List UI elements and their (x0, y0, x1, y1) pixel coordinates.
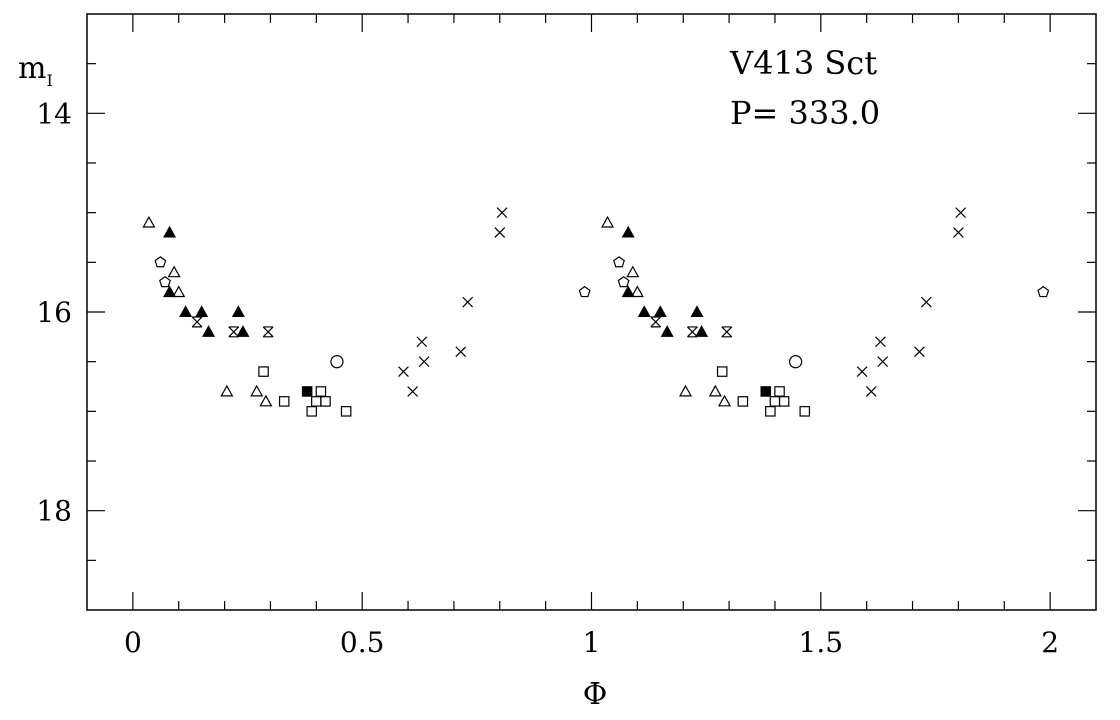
point-triangle-open (250, 384, 264, 397)
point-triangle-filled (695, 325, 709, 337)
point-circle-open (330, 355, 344, 369)
point-pentagon-open (154, 256, 167, 268)
point-triangle-open (679, 384, 693, 397)
point-triangle-open (259, 394, 273, 407)
point-square-open (799, 406, 811, 417)
x-tick-label: 0 (124, 626, 142, 659)
point-triangle-open (167, 265, 181, 278)
x-axis-label: Φ (583, 677, 608, 712)
point-cross (953, 227, 964, 238)
point-star-cross (262, 326, 274, 338)
y-tick-labels: 14 16 18 (36, 97, 72, 527)
point-square-open (258, 366, 269, 377)
point-square-open (340, 406, 352, 417)
point-cross (416, 336, 428, 348)
point-square-filled (760, 386, 772, 397)
point-square-open (778, 396, 790, 407)
point-triangle-filled (231, 305, 245, 317)
point-cross (455, 346, 467, 358)
point-triangle-open (717, 394, 732, 407)
x-tick-labels: 0 0.5 1 1.5 2 (124, 626, 1059, 659)
y-axis-label-main: m (18, 51, 46, 86)
point-star-cross (721, 326, 733, 338)
point-triangle-open (630, 285, 644, 298)
point-cross (865, 386, 877, 397)
point-square-open (765, 406, 776, 417)
point-cross (875, 336, 886, 348)
point-triangle-filled (637, 305, 651, 317)
x-tick-label: 0.5 (340, 626, 385, 659)
point-cross (462, 296, 474, 308)
point-triangle-open (142, 215, 156, 228)
point-square-open (769, 396, 781, 407)
point-square-filled (301, 386, 313, 397)
point-star-cross (191, 316, 203, 328)
point-pentagon-open (578, 285, 591, 298)
x-tick-label: 1.5 (799, 626, 844, 659)
point-square-open (306, 406, 318, 417)
point-square-open (311, 396, 322, 407)
point-triangle-open (172, 285, 186, 298)
data-points (142, 207, 1050, 417)
point-square-open (716, 366, 728, 377)
point-pentagon-open (159, 275, 171, 288)
point-pentagon-open (617, 275, 630, 288)
point-triangle-filled (621, 225, 635, 238)
point-triangle-filled (163, 225, 177, 238)
y-axis-label: mI (18, 51, 53, 90)
chart-title: V413 Sct (729, 44, 877, 82)
point-triangle-filled (621, 285, 635, 298)
point-star-cross (228, 326, 240, 338)
axis-ticks (87, 14, 1096, 610)
point-triangle-open (626, 265, 640, 278)
point-triangle-open (220, 384, 234, 397)
point-cross (955, 207, 967, 219)
point-cross (877, 356, 889, 368)
chart-subtitle: P= 333.0 (730, 94, 880, 132)
y-axis-label-sub: I (46, 71, 52, 90)
point-cross (920, 296, 932, 308)
point-cross (914, 346, 925, 358)
point-cross (494, 227, 506, 238)
point-triangle-open (708, 384, 722, 397)
point-square-open (737, 396, 749, 407)
x-tick-label: 1 (583, 626, 601, 659)
point-cross (418, 356, 430, 368)
point-cross (398, 366, 409, 377)
point-triangle-filled (179, 305, 193, 317)
point-cross (856, 366, 868, 377)
y-tick-label: 14 (36, 97, 72, 130)
point-pentagon-open (613, 256, 625, 268)
point-triangle-open (601, 215, 615, 228)
y-tick-label: 16 (36, 296, 72, 329)
point-cross (407, 386, 419, 397)
point-star-cross (650, 316, 662, 328)
point-triangle-filled (202, 325, 216, 337)
point-square-open (320, 396, 331, 407)
point-square-open (278, 396, 290, 407)
point-cross (496, 207, 508, 219)
point-triangle-filled (195, 305, 209, 317)
point-triangle-filled (236, 325, 250, 337)
point-square-open (315, 386, 327, 397)
point-triangle-filled (690, 305, 704, 317)
y-tick-label: 18 (36, 495, 72, 528)
point-triangle-filled (660, 325, 674, 337)
point-triangle-filled (653, 305, 667, 317)
point-pentagon-open (1037, 285, 1050, 298)
point-square-open (774, 386, 785, 397)
point-circle-open (788, 355, 803, 369)
point-star-cross (687, 326, 698, 338)
x-tick-label: 2 (1041, 626, 1059, 659)
point-triangle-filled (163, 285, 177, 298)
